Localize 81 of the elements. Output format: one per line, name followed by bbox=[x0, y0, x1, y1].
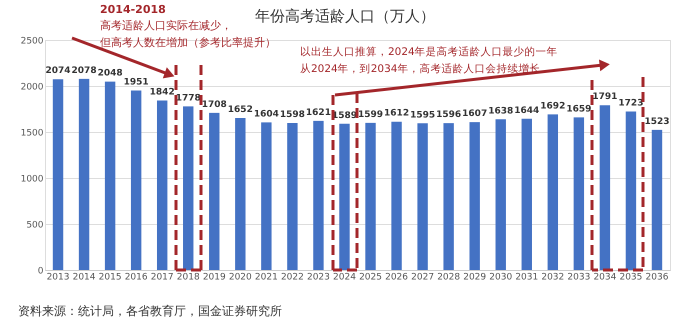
x-tick-label: 2031 bbox=[515, 272, 538, 282]
x-tick-label: 2022 bbox=[280, 272, 304, 282]
x-tick-label: 2036 bbox=[646, 272, 669, 282]
data-label: 1604 bbox=[254, 109, 279, 120]
data-label: 1612 bbox=[384, 108, 410, 119]
data-label: 1596 bbox=[436, 110, 462, 120]
bar bbox=[104, 82, 116, 270]
bar bbox=[339, 124, 350, 270]
bar bbox=[365, 122, 376, 270]
bar bbox=[417, 123, 428, 270]
x-tick-label: 2014 bbox=[72, 272, 96, 282]
y-tick-label: 2500 bbox=[20, 36, 44, 46]
x-tick-label: 2024 bbox=[333, 272, 356, 282]
x-tick-label: 2030 bbox=[489, 272, 512, 282]
data-label: 1621 bbox=[306, 108, 331, 118]
bar bbox=[183, 106, 194, 270]
annotation: 以出生人口推算，2024年是高考适龄人口最少的一年 bbox=[300, 45, 558, 58]
data-label: 1842 bbox=[150, 88, 175, 98]
x-tick-label: 2028 bbox=[437, 272, 460, 282]
x-tick-label: 2019 bbox=[202, 272, 226, 282]
data-label: 1951 bbox=[124, 78, 149, 88]
bar bbox=[626, 111, 636, 270]
x-tick-label: 2032 bbox=[541, 272, 564, 282]
bar bbox=[522, 118, 532, 270]
x-tick-label: 2033 bbox=[567, 272, 590, 282]
x-tick-label: 2027 bbox=[411, 272, 434, 282]
data-label: 1523 bbox=[644, 116, 670, 127]
x-tick-label: 2034 bbox=[593, 272, 617, 282]
y-tick-label: 1000 bbox=[20, 174, 44, 184]
bar bbox=[52, 79, 64, 270]
x-tick-label: 2035 bbox=[619, 272, 642, 282]
bar bbox=[313, 120, 324, 270]
data-label: 1659 bbox=[566, 104, 592, 114]
bar bbox=[235, 118, 246, 270]
data-label: 1599 bbox=[358, 110, 384, 120]
data-label: 2048 bbox=[98, 68, 123, 79]
data-label: 1598 bbox=[280, 110, 305, 120]
data-label: 1652 bbox=[228, 105, 253, 116]
data-label: 1708 bbox=[202, 100, 227, 110]
x-tick-label: 2013 bbox=[46, 272, 70, 282]
bar bbox=[78, 78, 90, 270]
x-tick-label: 2020 bbox=[228, 272, 252, 282]
bar bbox=[209, 112, 220, 270]
x-tick-label: 2029 bbox=[463, 272, 486, 282]
data-label: 1595 bbox=[410, 110, 436, 120]
data-label: 2078 bbox=[72, 66, 97, 76]
data-label: 1638 bbox=[488, 106, 514, 116]
bar bbox=[574, 117, 584, 270]
x-tick-label: 2018 bbox=[176, 272, 200, 282]
chart-title: 年份高考适龄人口（万人） bbox=[255, 7, 435, 25]
bar bbox=[469, 122, 480, 270]
bar bbox=[548, 114, 558, 270]
text: 资料来源：统计局，各省教育厅，国金证券研究所 bbox=[18, 304, 282, 318]
data-label: 1723 bbox=[618, 98, 644, 108]
x-tick-label: 2025 bbox=[359, 272, 382, 282]
bar bbox=[496, 119, 506, 270]
x-tick-label: 2016 bbox=[124, 272, 148, 282]
x-tick-label: 2026 bbox=[385, 272, 408, 282]
text: 2014-2018 bbox=[100, 3, 166, 16]
bar bbox=[130, 90, 142, 270]
annotation: 但高考人数在增加（参考比率提升） bbox=[100, 36, 276, 49]
y-tick-label: 1500 bbox=[20, 128, 44, 138]
y-tick-label: 0 bbox=[38, 266, 44, 276]
bar bbox=[261, 122, 272, 270]
x-tick-label: 2017 bbox=[150, 272, 174, 282]
x-tick-label: 2023 bbox=[306, 272, 330, 282]
data-label: 2074 bbox=[45, 66, 71, 76]
bar bbox=[652, 130, 662, 270]
y-tick-label: 500 bbox=[26, 220, 44, 230]
bar bbox=[600, 105, 610, 270]
bar bbox=[156, 100, 168, 270]
data-label: 1607 bbox=[462, 109, 488, 120]
x-tick-label: 2015 bbox=[98, 272, 122, 282]
bar bbox=[287, 122, 298, 270]
x-tick-label: 2021 bbox=[254, 272, 278, 282]
data-label: 1692 bbox=[540, 101, 566, 112]
bar bbox=[391, 122, 402, 270]
text: 高考适龄人口实际在减少， bbox=[100, 19, 232, 32]
y-tick-label: 2000 bbox=[20, 82, 44, 92]
bar bbox=[443, 123, 454, 270]
data-label: 1644 bbox=[514, 106, 540, 116]
